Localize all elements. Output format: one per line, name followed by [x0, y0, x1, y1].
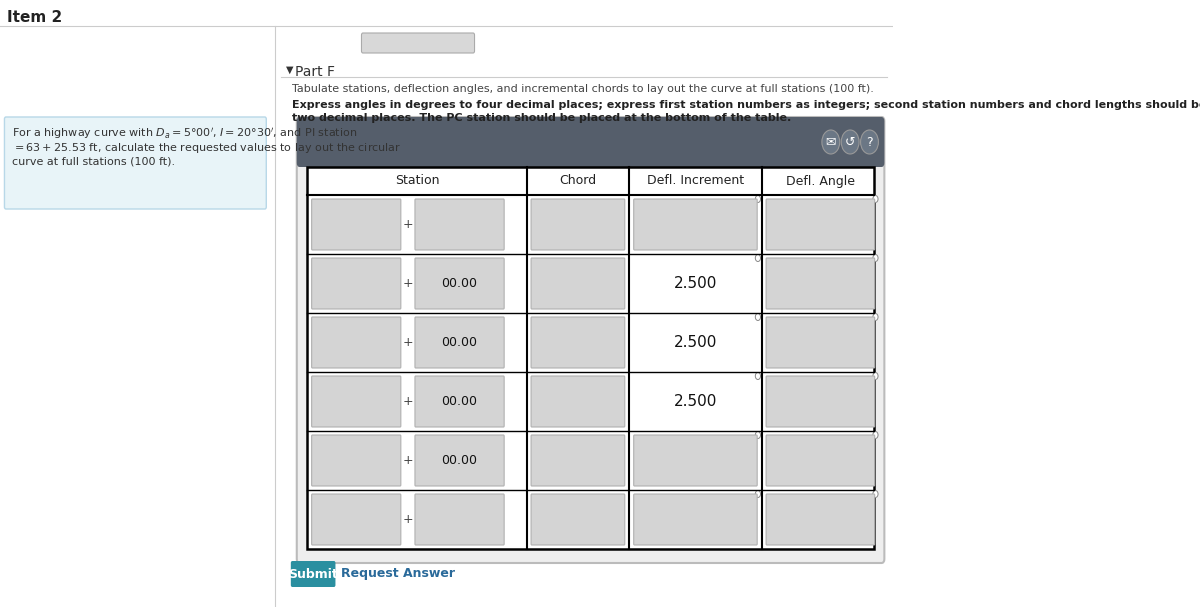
FancyBboxPatch shape: [766, 376, 875, 427]
FancyBboxPatch shape: [532, 317, 625, 368]
Circle shape: [755, 254, 761, 262]
Text: ▼: ▼: [286, 65, 293, 75]
Text: $= 63 + 25.53$ ft, calculate the requested values to lay out the circular: $= 63 + 25.53$ ft, calculate the request…: [12, 141, 401, 155]
Circle shape: [755, 313, 761, 320]
Circle shape: [841, 130, 859, 154]
FancyBboxPatch shape: [312, 494, 401, 545]
FancyBboxPatch shape: [415, 317, 504, 368]
FancyBboxPatch shape: [312, 435, 401, 486]
FancyBboxPatch shape: [415, 376, 504, 427]
FancyBboxPatch shape: [296, 117, 884, 563]
FancyBboxPatch shape: [766, 435, 875, 486]
Text: Chord: Chord: [559, 174, 596, 188]
FancyBboxPatch shape: [634, 435, 757, 486]
Circle shape: [872, 432, 878, 438]
FancyBboxPatch shape: [532, 199, 625, 250]
FancyBboxPatch shape: [532, 376, 625, 427]
Text: ?: ?: [866, 135, 872, 149]
Text: ↺: ↺: [845, 135, 856, 149]
FancyBboxPatch shape: [415, 258, 504, 309]
Text: Part F: Part F: [294, 65, 335, 79]
Circle shape: [872, 254, 878, 262]
Text: Express angles in degrees to four decimal places; express first station numbers : Express angles in degrees to four decima…: [293, 100, 1200, 110]
Circle shape: [872, 195, 878, 203]
FancyBboxPatch shape: [634, 494, 757, 545]
FancyBboxPatch shape: [312, 199, 401, 250]
Text: +: +: [403, 218, 414, 231]
Text: For a highway curve with $D_a = 5°00'$, $I = 20°30'$, and PI station: For a highway curve with $D_a = 5°00'$, …: [12, 126, 358, 141]
FancyBboxPatch shape: [532, 494, 625, 545]
Text: Request Answer: Request Answer: [342, 568, 456, 580]
FancyBboxPatch shape: [312, 317, 401, 368]
FancyBboxPatch shape: [415, 435, 504, 486]
FancyBboxPatch shape: [312, 376, 401, 427]
Circle shape: [860, 130, 878, 154]
FancyBboxPatch shape: [415, 494, 504, 545]
Circle shape: [872, 490, 878, 498]
FancyBboxPatch shape: [766, 494, 875, 545]
FancyBboxPatch shape: [5, 117, 266, 209]
Circle shape: [755, 195, 761, 203]
FancyBboxPatch shape: [766, 199, 875, 250]
Text: Defl. Angle: Defl. Angle: [786, 174, 854, 188]
Text: Submit: Submit: [288, 568, 338, 580]
Text: 2.500: 2.500: [673, 335, 718, 350]
Text: ✉: ✉: [826, 135, 836, 149]
Bar: [300, 121, 881, 163]
Text: two decimal places. The PC station should be placed at the bottom of the table.: two decimal places. The PC station shoul…: [293, 113, 792, 123]
Text: 00.00: 00.00: [442, 336, 478, 349]
Text: +: +: [403, 395, 414, 408]
FancyBboxPatch shape: [361, 33, 474, 53]
FancyBboxPatch shape: [290, 561, 336, 587]
Text: 00.00: 00.00: [442, 277, 478, 290]
FancyBboxPatch shape: [766, 258, 875, 309]
FancyBboxPatch shape: [766, 317, 875, 368]
Text: Item 2: Item 2: [7, 10, 62, 25]
Circle shape: [755, 373, 761, 379]
Text: Station: Station: [395, 174, 439, 188]
Text: 00.00: 00.00: [442, 395, 478, 408]
Text: +: +: [403, 454, 414, 467]
Text: 00.00: 00.00: [442, 454, 478, 467]
FancyBboxPatch shape: [532, 435, 625, 486]
Text: curve at full stations (100 ft).: curve at full stations (100 ft).: [12, 156, 175, 166]
FancyBboxPatch shape: [415, 199, 504, 250]
Circle shape: [872, 313, 878, 320]
Circle shape: [755, 490, 761, 498]
FancyBboxPatch shape: [634, 199, 757, 250]
Text: 2.500: 2.500: [673, 394, 718, 409]
Text: Defl. Increment: Defl. Increment: [647, 174, 744, 188]
Circle shape: [822, 130, 840, 154]
Text: +: +: [403, 277, 414, 290]
Circle shape: [872, 373, 878, 379]
Text: +: +: [403, 336, 414, 349]
Text: 2.500: 2.500: [673, 276, 718, 291]
FancyBboxPatch shape: [296, 117, 884, 167]
Text: +: +: [403, 513, 414, 526]
FancyBboxPatch shape: [532, 258, 625, 309]
Text: Tabulate stations, deflection angles, and incremental chords to lay out the curv: Tabulate stations, deflection angles, an…: [293, 84, 874, 94]
Bar: [307, 167, 874, 549]
FancyBboxPatch shape: [312, 258, 401, 309]
Circle shape: [755, 432, 761, 438]
